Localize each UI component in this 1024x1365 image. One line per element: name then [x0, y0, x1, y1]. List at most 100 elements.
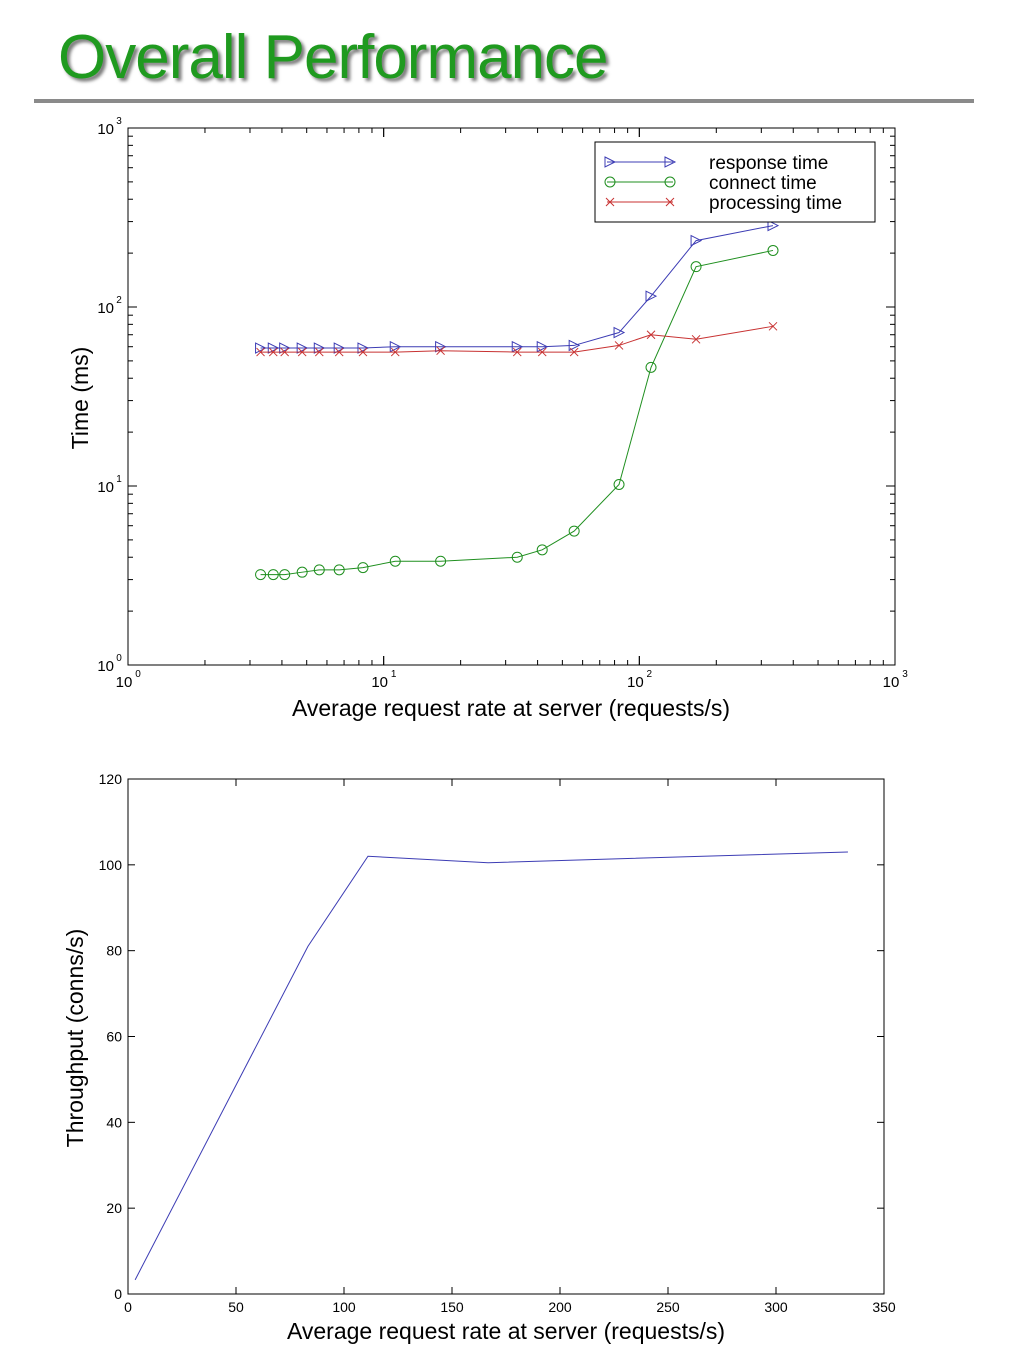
x-tick-label: 0	[124, 1299, 132, 1315]
legend-marker	[605, 197, 615, 207]
data-point	[334, 347, 344, 357]
legend-label: response time	[709, 153, 828, 174]
legend-marker	[664, 176, 676, 188]
plot-frame	[127, 127, 896, 666]
series-group-2	[134, 851, 848, 1281]
data-point	[768, 321, 778, 331]
data-point	[569, 347, 579, 357]
data-point	[512, 347, 522, 357]
data-point	[435, 340, 447, 353]
y-tick-label: 10	[97, 479, 114, 496]
data-point	[536, 340, 549, 353]
legend-marker	[665, 197, 675, 207]
data-point	[568, 525, 580, 537]
x-tick-label: 50	[228, 1299, 244, 1315]
y-tick-label: 40	[106, 1114, 122, 1130]
data-point	[358, 347, 368, 357]
data-point	[390, 347, 400, 357]
legend-marker	[664, 156, 677, 168]
data-point	[333, 564, 345, 576]
data-point	[690, 261, 702, 273]
tick-labels: 10 0 10 1 10 2 10 310 010 110 210 3	[97, 116, 908, 691]
legend-marker	[604, 156, 617, 168]
tick-marks-2	[127, 778, 885, 1295]
data-point	[333, 342, 346, 354]
y-tick-label: 80	[106, 943, 122, 959]
legend-marker	[604, 176, 616, 188]
data-point	[389, 340, 402, 353]
x-tick-exponent: 0	[135, 669, 141, 680]
series-group	[255, 219, 780, 581]
y-tick-exponent: 2	[116, 295, 122, 306]
y-tick-exponent: 3	[116, 116, 122, 127]
series-line	[260, 225, 774, 349]
y-tick-label: 100	[99, 857, 123, 873]
data-point	[314, 347, 324, 357]
x-tick-label: 200	[548, 1299, 572, 1315]
data-point	[435, 555, 447, 567]
y-tick-label: 10	[97, 300, 114, 317]
data-point	[267, 342, 280, 354]
data-point	[357, 342, 370, 354]
x-tick-label: 10	[883, 674, 900, 691]
x-axis-label-2: Average request rate at server (requests…	[287, 1318, 725, 1344]
data-point	[313, 342, 326, 354]
throughput-line	[134, 851, 848, 1281]
data-point	[279, 569, 291, 581]
tick-labels-2: 0 50 100 150 200 250 300 350 0 20 40 60 80 100 120	[99, 771, 896, 1315]
data-point	[296, 566, 308, 578]
data-point	[613, 326, 626, 339]
x-tick-label: 300	[764, 1299, 788, 1315]
data-point	[568, 339, 581, 352]
y-tick-label: 120	[99, 771, 123, 787]
data-point	[536, 544, 548, 556]
data-point	[691, 334, 701, 344]
x-tick-label: 10	[371, 674, 388, 691]
data-point	[690, 234, 703, 247]
slide-title: Overall Performance	[58, 23, 609, 92]
y-axis-label: Time (ms)	[67, 347, 93, 450]
y-tick-label: 10	[97, 658, 114, 675]
series-line	[260, 249, 774, 576]
data-point	[614, 341, 624, 350]
y-tick-label: 20	[106, 1200, 122, 1216]
title-rule	[34, 99, 974, 103]
data-point	[767, 219, 780, 232]
y-tick-label: 60	[106, 1029, 122, 1045]
data-point	[436, 346, 445, 356]
legend-label: processing time	[709, 193, 842, 214]
x-tick-label: 10	[116, 674, 133, 691]
response-time-log-chart: 10 0 10 1 10 2 10 310 010 110 210 3 Average request…	[67, 116, 908, 721]
data-point	[255, 342, 267, 354]
tick-marks	[127, 127, 896, 666]
x-tick-label: 10	[627, 674, 644, 691]
data-point	[255, 569, 267, 581]
plot-frame-2	[127, 778, 885, 1295]
x-tick-label: 250	[656, 1299, 680, 1315]
data-point	[537, 347, 547, 357]
series-line	[260, 325, 774, 353]
data-point	[256, 347, 265, 357]
data-point	[280, 347, 290, 357]
x-tick-exponent: 2	[647, 669, 653, 680]
data-point	[357, 562, 369, 574]
data-point	[767, 244, 779, 256]
y-tick-label: 0	[114, 1286, 122, 1302]
data-point	[313, 564, 325, 576]
y-tick-exponent: 0	[116, 653, 122, 664]
data-point	[267, 569, 279, 581]
data-point	[268, 347, 278, 357]
y-tick-label: 10	[97, 121, 114, 138]
x-tick-exponent: 3	[902, 669, 908, 680]
data-point	[389, 555, 401, 567]
legend-label: connect time	[709, 173, 817, 194]
x-tick-label: 150	[440, 1299, 464, 1315]
y-tick-exponent: 1	[116, 474, 122, 485]
data-point	[646, 330, 656, 340]
data-point	[511, 551, 523, 563]
data-point	[613, 478, 625, 490]
x-tick-label: 100	[332, 1299, 356, 1315]
y-axis-label-2: Throughput (conns/s)	[62, 929, 88, 1148]
data-point	[645, 290, 658, 302]
